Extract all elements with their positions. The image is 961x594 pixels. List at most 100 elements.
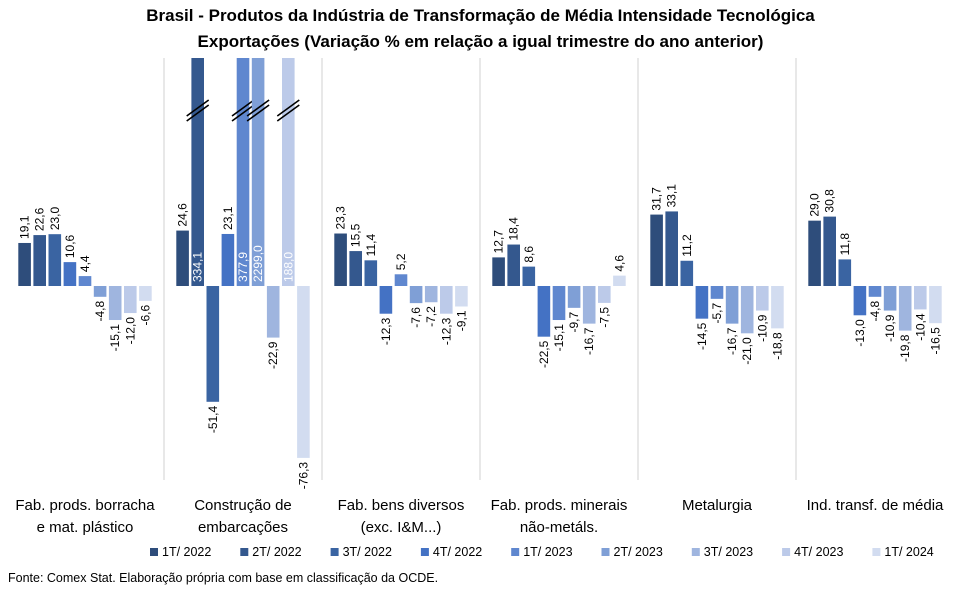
data-label: -14,5 [695, 322, 709, 350]
axis-break-mark [231, 104, 255, 122]
bar [349, 251, 362, 286]
bar [695, 286, 709, 319]
axis-break-mark [186, 99, 210, 117]
bar [740, 286, 754, 334]
legend-swatch [691, 548, 700, 556]
data-label: -12,3 [379, 317, 393, 345]
bar [266, 286, 280, 338]
data-label: -4,8 [93, 300, 107, 321]
bar [63, 262, 77, 286]
axis-break-mark [276, 104, 300, 122]
data-label: 4,4 [78, 255, 92, 272]
data-label: 12,7 [492, 230, 506, 254]
bar [93, 286, 107, 297]
data-label: 22,6 [33, 207, 47, 231]
axis-break-mark [276, 99, 300, 117]
data-label: -6,6 [138, 305, 152, 326]
category-label: Fab. bens diversos [338, 497, 465, 514]
legend-entry: 1T/ 2022 [162, 545, 211, 559]
data-label: 19,1 [18, 215, 32, 239]
category-label: e mat. plástico [37, 519, 134, 536]
data-label: 11,8 [838, 233, 852, 256]
bar [108, 286, 122, 321]
data-label: 18,4 [507, 217, 521, 241]
data-label: 5,2 [394, 253, 408, 270]
bar [78, 276, 92, 286]
legend-swatch [150, 548, 158, 556]
bar [567, 286, 581, 308]
source-note: Fonte: Comex Stat. Elaboração própria co… [8, 571, 439, 585]
legend-entry: 4T/ 2023 [794, 545, 843, 559]
data-label: 31,7 [650, 187, 664, 211]
bar [221, 233, 235, 286]
category-label: Metalurgia [682, 497, 753, 514]
data-label: 15,5 [349, 223, 363, 247]
bar [48, 234, 62, 286]
bar [853, 286, 867, 316]
data-label: 2299,0 [251, 245, 265, 282]
data-label: 23,0 [48, 206, 62, 230]
bar [914, 286, 927, 310]
legend-swatch [330, 548, 339, 556]
bar [771, 286, 784, 329]
bar [33, 235, 46, 286]
data-label: -10,9 [755, 314, 769, 342]
bar [725, 286, 739, 324]
data-label: 11,4 [364, 234, 378, 257]
bar [582, 286, 596, 324]
category-label: Ind. transf. de média [807, 497, 944, 514]
legend-swatch [872, 548, 881, 556]
axis-break-mark [246, 104, 270, 122]
chart-title: Brasil - Produtos da Indústria de Transf… [146, 6, 815, 25]
bar [507, 244, 520, 286]
bar [236, 58, 250, 286]
bar [492, 257, 505, 286]
category-label: Construção de [194, 497, 292, 514]
legend-swatch [240, 548, 249, 556]
data-label: -15,1 [552, 324, 566, 352]
legend-entry: 1T/ 2024 [884, 545, 933, 559]
data-label: -9,1 [454, 310, 468, 331]
data-label: 33,1 [665, 184, 679, 208]
data-label: -22,5 [537, 340, 551, 368]
data-label: 4,6 [612, 255, 626, 272]
data-label: -10,9 [883, 314, 897, 342]
category-label: Fab. prods. minerais [491, 497, 628, 514]
axis-break-mark [231, 99, 255, 117]
bar [440, 286, 453, 314]
data-label: -9,7 [567, 312, 581, 333]
bar [139, 286, 152, 301]
data-label: -16,7 [725, 327, 739, 355]
bar [665, 211, 678, 286]
bar [522, 266, 536, 286]
data-label: 8,6 [522, 246, 536, 263]
data-label: -10,4 [913, 313, 927, 341]
bar [282, 58, 295, 286]
data-label: 24,6 [176, 203, 190, 227]
legend-entry: 2T/ 2022 [252, 545, 301, 559]
bar [868, 286, 882, 297]
axis-break-mark [246, 99, 270, 117]
bar [929, 286, 942, 324]
bar [898, 286, 912, 331]
data-label: 334,1 [191, 252, 205, 282]
data-label: 10,6 [63, 234, 77, 258]
data-label: -4,8 [868, 300, 882, 321]
bar [124, 286, 137, 314]
data-label: -12,0 [123, 317, 137, 345]
bar [18, 242, 31, 286]
data-label: -16,7 [582, 327, 596, 355]
bar [191, 58, 204, 286]
data-label: 30,8 [823, 189, 837, 213]
bar [838, 259, 852, 286]
bar [537, 286, 551, 337]
data-label: 188,0 [281, 252, 295, 282]
bar [206, 286, 220, 402]
bar [552, 286, 566, 321]
category-label: não-metáls. [520, 519, 598, 536]
bar [297, 286, 310, 458]
data-label: 23,3 [334, 206, 348, 230]
bar [756, 286, 769, 311]
